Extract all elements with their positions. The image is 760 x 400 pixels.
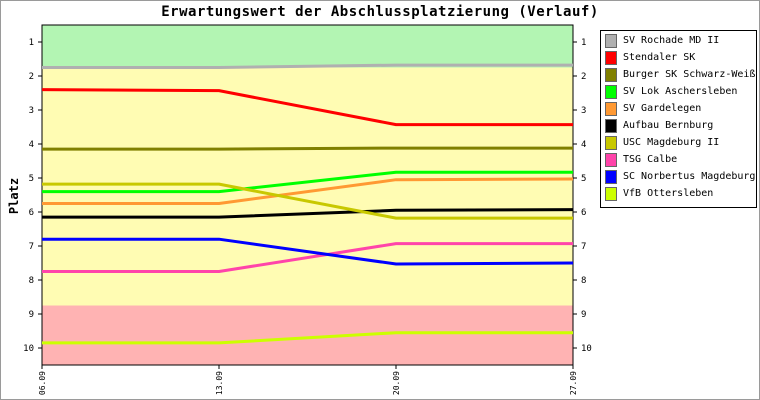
- legend-item-7: TSG Calbe: [605, 151, 677, 168]
- y-tick-label-left-5: 5: [29, 174, 34, 184]
- legend-swatch-8: [605, 169, 617, 184]
- legend-swatch-1: [605, 50, 617, 65]
- series-line-8: [42, 237, 574, 266]
- y-tick-label-right-2: 2: [581, 72, 586, 82]
- legend-item-6: USC Magdeburg II: [605, 134, 719, 151]
- legend-swatch-4: [605, 101, 617, 116]
- y-tick-label-left-10: 10: [23, 344, 34, 354]
- series-line-3: [42, 170, 573, 194]
- series-line-1: [41, 88, 573, 127]
- legend-swatch-9: [605, 186, 617, 201]
- legend-item-1: Stendaler SK: [605, 49, 695, 66]
- plot-border: [41, 24, 574, 366]
- legend-label-7: TSG Calbe: [623, 154, 678, 165]
- y-tick-label-right-8: 8: [581, 276, 586, 286]
- y-tick-label-left-9: 9: [29, 310, 34, 320]
- legend-label-5: Aufbau Bernburg: [623, 120, 714, 131]
- y-tick-label-left-7: 7: [29, 242, 34, 252]
- x-tick-label-3: 27.09: [569, 371, 578, 395]
- series-line-6: [42, 182, 573, 220]
- legend-swatch-0: [605, 33, 617, 48]
- y-tick-label-left-6: 6: [29, 208, 34, 218]
- series-line-5: [42, 208, 574, 219]
- legend-swatch-7: [605, 152, 617, 167]
- legend-label-6: USC Magdeburg II: [623, 137, 720, 148]
- y-tick-label-right-4: 4: [581, 140, 586, 150]
- y-tick-label-left-1: 1: [29, 38, 34, 48]
- y-tick-label-right-6: 6: [581, 208, 586, 218]
- legend-label-4: SV Gardelegen: [623, 103, 702, 114]
- background-band-2: [42, 305, 573, 365]
- legend-swatch-3: [605, 84, 617, 99]
- series-line-9: [42, 331, 573, 345]
- series-line-0: [42, 63, 573, 69]
- chart-title: Erwartungswert der Abschlussplatzierung …: [161, 4, 599, 20]
- y-tick-label-right-10: 10: [581, 344, 592, 354]
- series-line-7: [42, 242, 573, 273]
- y-tick-label-right-3: 3: [581, 106, 586, 116]
- legend-item-9: VfB Ottersleben: [605, 185, 713, 202]
- legend-label-0: SV Rochade MD II: [623, 35, 720, 46]
- legend-item-8: SC Norbertus Magdeburg: [605, 168, 755, 185]
- legend-swatch-5: [605, 118, 617, 133]
- y-tick-label-left-4: 4: [29, 140, 34, 150]
- legend-swatch-2: [605, 67, 617, 82]
- y-tick-label-right-1: 1: [581, 38, 586, 48]
- legend-label-2: Burger SK Schwarz-Weiß: [623, 69, 756, 80]
- y-tick-label-right-9: 9: [581, 310, 586, 320]
- legend-label-1: Stendaler SK: [623, 52, 696, 63]
- legend-label-8: SC Norbertus Magdeburg: [623, 171, 756, 182]
- y-tick-label-left-8: 8: [29, 276, 34, 286]
- legend-label-3: SV Lok Aschersleben: [623, 86, 738, 97]
- legend-item-4: SV Gardelegen: [605, 100, 701, 117]
- y-tick-label-right-5: 5: [581, 174, 586, 184]
- series-line-4: [42, 177, 574, 205]
- legend-item-5: Aufbau Bernburg: [605, 117, 713, 134]
- background-band-0: [42, 25, 573, 68]
- x-tick-label-2: 20.09: [392, 371, 401, 395]
- legend-swatch-6: [605, 135, 617, 150]
- legend: SV Rochade MD II Stendaler SK Burger SK Sc…: [600, 30, 757, 208]
- y-tick-label-left-2: 2: [29, 72, 34, 82]
- legend-item-0: SV Rochade MD II: [605, 32, 719, 49]
- y-tick-label-right-7: 7: [581, 242, 586, 252]
- legend-label-9: VfB Ottersleben: [623, 188, 714, 199]
- x-tick-label-1: 13.09: [215, 371, 224, 395]
- x-tick-label-0: 06.09: [38, 371, 47, 395]
- y-tick-label-left-3: 3: [29, 106, 34, 116]
- background-band-1: [42, 67, 573, 306]
- series-line-2: [42, 146, 573, 151]
- legend-item-2: Burger SK Schwarz-Weiß: [605, 66, 755, 83]
- legend-item-3: SV Lok Aschersleben: [605, 83, 737, 100]
